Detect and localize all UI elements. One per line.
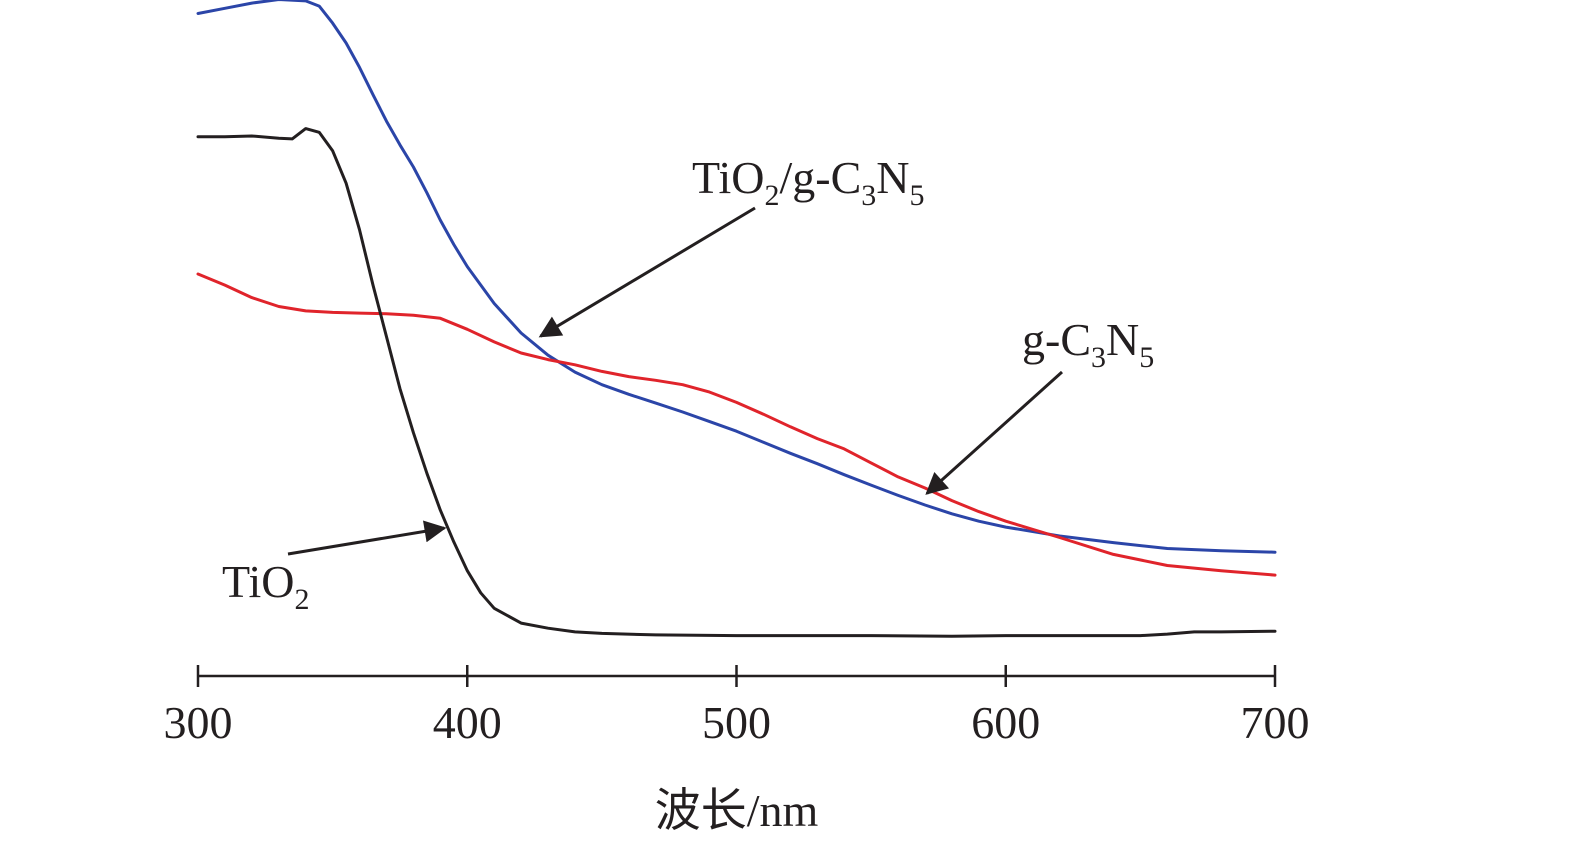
x-tick-label: 400	[433, 697, 502, 748]
annotation-arrow-tio2	[287, 520, 447, 556]
x-tick-label: 300	[164, 697, 233, 748]
annotation-label-tio2-gc3n5: TiO2/g-C3N5	[692, 152, 925, 212]
series-layer	[196, 0, 1277, 638]
annotation-label-tio2: TiO2	[222, 556, 309, 616]
x-axis: 300 400 500 600 700	[164, 665, 1310, 748]
series-line-1	[196, 272, 1277, 577]
series-line-0	[196, 0, 1277, 554]
series-line-2	[196, 127, 1277, 638]
x-tick-label: 500	[702, 697, 771, 748]
annotation-layer: TiO2/g-C3N5 g-C3N5 TiO2	[222, 152, 1154, 616]
x-tick-label: 700	[1241, 697, 1310, 748]
annotation-arrow-gc3n5	[925, 370, 1064, 495]
annotation-label-gc3n5: g-C3N5	[1022, 314, 1154, 374]
annotation-arrow-tio2-gc3n5	[538, 206, 756, 338]
x-axis-title: 波长/nm	[655, 785, 819, 836]
x-tick-label: 600	[971, 697, 1040, 748]
